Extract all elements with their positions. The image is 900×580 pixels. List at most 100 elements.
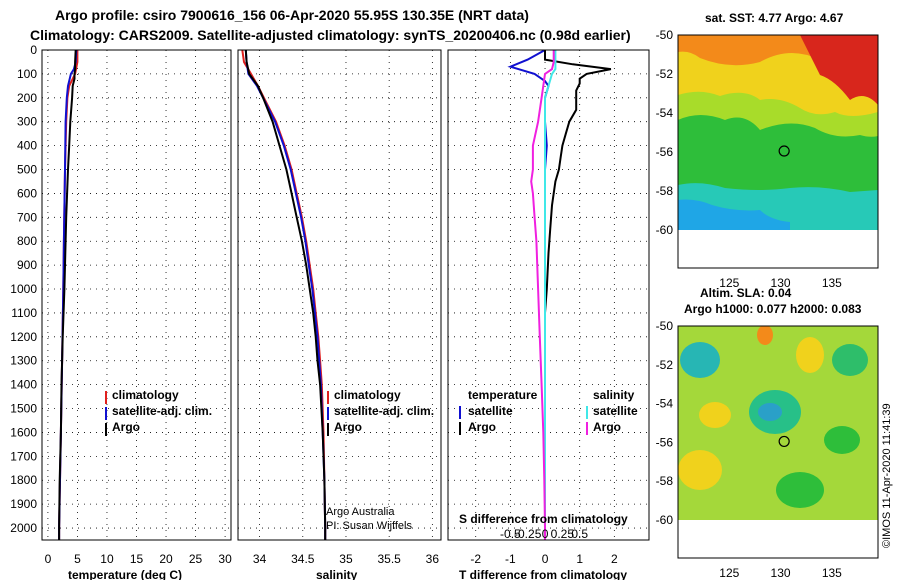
diff-legend-sat-s-swatch [586,406,588,419]
x-tick-label: 0 [45,552,52,566]
x-tick-label: 30 [218,552,232,566]
lat-tick-label: -56 [656,145,674,159]
series-satellite-adj-clim- [58,50,78,540]
figure-title-line2: Climatology: CARS2009. Satellite-adjuste… [30,27,631,43]
x-tick-label: 0 [542,552,549,566]
depth-tick-label: 2000 [10,521,37,535]
series-s-argo [530,50,555,540]
sst-hot-patch [800,35,878,105]
series-t-argo [544,50,612,540]
legend-argo-label: Argo [112,420,140,434]
legend-climatology-label: climatology [112,388,179,402]
lat-tick-label: -60 [656,513,674,527]
top-tick-label: 0.25 [551,527,575,541]
sal-legend-satellite-label: satellite-adj. clim. [334,404,434,418]
depth-tick-label: 1800 [10,473,37,487]
x-tick-label: 35.5 [377,552,401,566]
series-s-satellite [544,50,557,540]
legend-satellite-label: satellite-adj. clim. [112,404,212,418]
figure-title-line1: Argo profile: csiro 7900616_156 06-Apr-2… [55,7,529,23]
depth-tick-label: 1900 [10,497,37,511]
x-tick-label: 20 [159,552,173,566]
depth-tick-label: 0 [30,43,37,57]
x-tick-label: 5 [74,552,81,566]
lat-tick-label: -52 [656,67,674,81]
depth-tick-label: 700 [17,210,37,224]
sal-legend-argo-swatch [327,423,329,436]
depth-tick-label: 1200 [10,330,37,344]
series-satellite-adj-clim- [244,50,327,540]
legend-argo-swatch [105,423,107,436]
diff-legend-argo-s-swatch [586,422,588,435]
depth-tick-label: 1700 [10,449,37,463]
sal-legend-argo-label: Argo [334,420,362,434]
sla-low-4 [832,344,868,376]
difference-panel: -2 -1 0 1 2 T difference from climatology S … [447,49,650,580]
x-tick-label: -1 [505,552,516,566]
temperature-panel: 0100200300400500600700800900100011001200… [10,43,232,580]
sla-map-title-line1: Altim. SLA: 0.04 [700,286,792,300]
depth-tick-label: 100 [17,67,37,81]
series-climatology [58,50,79,540]
diff-legend-argo-t-label: Argo [468,420,496,434]
legend-temperature-heading: temperature [468,388,538,402]
sal-legend-climatology-swatch [327,391,329,404]
lat-tick-label: -52 [656,358,674,372]
lat-tick-label: -58 [656,474,674,488]
salinity-xlabel: salinity [316,568,358,580]
sla-high-1 [678,450,722,490]
sla-low-6 [776,472,824,508]
depth-tick-label: 1600 [10,425,37,439]
temperature-xlabel: temperature (deg C) [68,568,182,580]
sla-low-1 [680,342,720,378]
lat-tick-label: -54 [656,397,674,411]
lat-tick-label: -60 [656,223,674,237]
temperature-plot-frame [41,49,232,541]
x-tick-label: 36 [426,552,440,566]
x-tick-label: 34 [253,552,267,566]
sal-legend-climatology-label: climatology [334,388,401,402]
top-tick-label: 0.5 [571,527,588,541]
legend-climatology-swatch [105,391,107,404]
series-argo [58,50,77,540]
sal-legend-satellite-swatch [327,407,329,420]
credit-pi: PI: Susan Wijffels [326,520,412,532]
x-tick-label: 10 [100,552,114,566]
lat-tick-label: -50 [656,319,674,333]
x-tick-label: 1 [576,552,583,566]
series-t-satellite [507,50,550,540]
x-tick-label: 25 [189,552,203,566]
sla-profile-marker [778,435,790,448]
lat-tick-label: -50 [656,28,674,42]
salinity-legend: climatology satellite-adj. clim. Argo [327,388,434,436]
depth-tick-label: 300 [17,115,37,129]
depth-tick-label: 400 [17,139,37,153]
top-tick-label: -0.5 [500,527,521,541]
top-tick-label: -0.25 [514,527,542,541]
lon-tick-label: 130 [771,276,791,290]
sst-map-frame [677,34,879,269]
depth-tick-label: 900 [17,258,37,272]
lon-tick-label: 135 [822,566,842,580]
sla-map-frame [677,325,879,559]
top-tick-label: 0 [542,527,549,541]
sla-high-2 [699,402,731,428]
diff-legend-sat-t-swatch [459,406,461,419]
difference-xlabel: T difference from climatology [459,568,627,580]
sst-field [678,35,878,230]
sla-high-4 [757,326,773,345]
diff-legend-sat-s-label: satellite [593,404,638,418]
lon-tick-label: 125 [719,566,739,580]
difference-x2label: S difference from climatology [459,512,628,526]
legend-satellite-swatch [105,407,107,420]
sla-map-title-line2: Argo h1000: 0.077 h2000: 0.083 [684,302,862,316]
depth-tick-label: 1500 [10,402,37,416]
depth-tick-label: 1300 [10,354,37,368]
sla-low-3 [758,403,782,421]
difference-plot-frame [447,49,650,541]
imos-credit: ©IMOS 11-Apr-2020 11:41:39 [881,403,893,548]
x-tick-label: 35 [339,552,353,566]
diff-legend-argo-t-swatch [459,422,461,435]
credit-argo-australia: Argo Australia [326,506,395,518]
